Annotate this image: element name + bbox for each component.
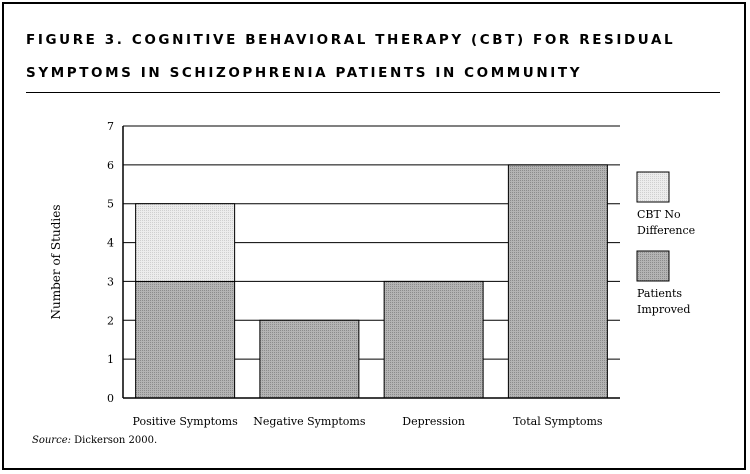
y-tick-label: 5 (107, 198, 114, 211)
y-tick-label: 4 (107, 237, 114, 250)
y-axis-label: Number of Studies (49, 205, 63, 320)
x-tick-label: Depression (402, 415, 465, 428)
x-tick-label: Total Symptoms (513, 415, 603, 428)
figure-frame (2, 2, 746, 470)
y-tick-label: 7 (107, 120, 114, 133)
legend-label: Patients (637, 287, 682, 300)
bar-patients-improved (135, 280, 236, 399)
y-tick-labels: 0 1 2 3 4 5 6 7 (107, 120, 114, 405)
y-tick-label: 2 (107, 314, 114, 327)
title-divider (26, 92, 720, 93)
source-label: Source: (32, 435, 71, 446)
source-text: Dickerson 2000. (70, 435, 158, 446)
y-tick-label: 1 (107, 353, 114, 366)
x-tick-label: Negative Symptoms (253, 415, 366, 428)
source-note: Source: Dickerson 2000. (32, 435, 157, 446)
legend-swatch (636, 171, 670, 203)
x-tick-labels: Positive Symptoms Negative Symptoms Depres… (133, 415, 603, 428)
legend-swatch (636, 250, 670, 282)
figure-title-line-1: FIGURE 3. COGNITIVE BEHAVIORAL THERAPY (… (26, 32, 676, 48)
bar-cbt-no-difference (135, 203, 236, 282)
legend-label: Improved (637, 303, 690, 316)
axes (122, 126, 620, 399)
x-tick-label: Positive Symptoms (133, 415, 239, 428)
y-tick-label: 6 (107, 159, 114, 172)
legend: CBT No Difference Patients Improved (636, 171, 695, 316)
figure-title: FIGURE 3. COGNITIVE BEHAVIORAL THERAPY (… (26, 24, 726, 90)
y-tick-label: 0 (107, 392, 114, 405)
bar-patients-improved (259, 319, 360, 399)
legend-label: CBT No (637, 208, 681, 221)
y-tick-label: 3 (107, 275, 114, 288)
legend-label: Difference (637, 224, 695, 237)
bar-patients-improved (383, 280, 484, 399)
figure-title-line-2: SYMPTOMS IN SCHIZOPHRENIA PATIENTS IN CO… (26, 65, 583, 81)
bars (135, 164, 608, 399)
bar-patients-improved (507, 164, 608, 399)
